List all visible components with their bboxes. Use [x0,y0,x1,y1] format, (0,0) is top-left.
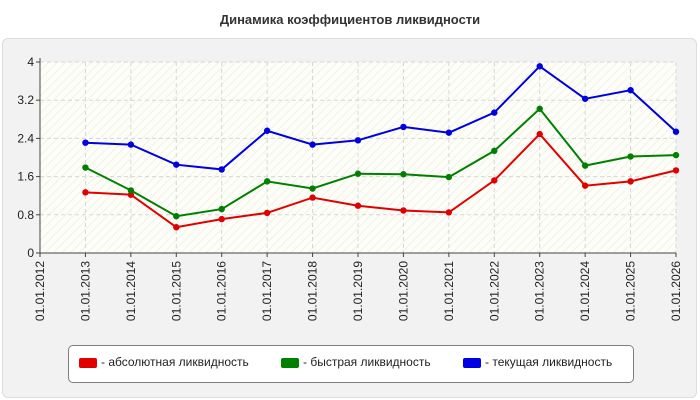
data-point [400,207,407,214]
x-tick-label: 01.01.2016 [215,261,229,321]
data-point [82,139,89,146]
x-tick-label: 01.01.2019 [351,261,365,321]
data-point [354,170,362,177]
data-point [309,194,316,201]
data-point [627,86,634,94]
data-point [173,213,180,220]
x-tick-label: 01.01.2026 [669,261,683,321]
data-point [400,171,407,178]
x-tick-label: 01.01.2017 [260,261,274,321]
legend-label: - текущая ликвидность [485,355,613,369]
data-point [400,123,407,131]
x-tick-label: 01.01.2012 [33,261,47,321]
y-tick-label: 3.2 [17,93,34,107]
x-tick-label: 01.01.2018 [306,261,320,321]
data-point [218,215,225,223]
data-point [581,182,589,189]
data-point [581,95,589,102]
data-point [173,161,180,168]
legend-swatch [79,358,97,368]
x-tick-label: 01.01.2025 [624,261,638,321]
data-point [536,105,543,112]
data-point [672,151,680,159]
legend-label: - абсолютная ликвидность [101,355,249,369]
series-line-3 [85,64,677,171]
data-point [82,164,89,171]
data-point [445,173,453,181]
x-tick-label: 01.01.2024 [578,261,592,321]
data-point [173,224,180,231]
legend-label: - быстрая ликвидность [303,355,431,369]
data-point [581,162,589,169]
legend-swatch [281,358,299,368]
data-point [354,137,362,144]
series-line-2 [84,107,677,218]
data-point [263,127,271,134]
data-point [536,63,543,70]
y-tick-label: 4 [27,55,34,69]
data-point [263,209,271,217]
x-tick-label: 01.01.2021 [442,261,456,321]
y-tick-label: 2.4 [17,131,34,145]
data-point [445,209,453,216]
data-point [491,109,498,116]
data-point [127,141,135,148]
x-tick-label: 01.01.2022 [487,261,501,321]
chart-title: Динамика коэффициентов ликвидности [219,12,481,27]
legend-swatch [463,358,481,368]
data-point [627,153,634,160]
chart-legend: - абсолютная ликвидность - быстрая ликвид… [68,345,634,383]
data-point [218,166,225,173]
x-tick-label: 01.01.2020 [396,261,410,321]
y-tick-label: 0.8 [17,208,34,222]
series-line-1 [85,132,677,229]
data-point [491,177,498,184]
data-point [627,178,634,185]
data-point [536,130,543,138]
data-point [672,167,680,174]
data-point [491,147,498,155]
x-tick-label: 01.01.2015 [169,261,183,321]
data-point [82,189,89,196]
data-point [127,187,135,194]
data-point [354,202,362,209]
data-point [672,128,680,135]
data-point [445,129,453,136]
x-tick-label: 01.01.2023 [533,261,547,321]
data-point [309,141,316,148]
x-tick-label: 01.01.2014 [124,261,138,321]
data-point [309,185,316,192]
x-tick-label: 01.01.2013 [78,261,92,321]
data-point [263,178,271,185]
y-tick-label: 0 [27,246,34,260]
y-tick-label: 1.6 [17,170,34,184]
data-point [218,205,225,213]
